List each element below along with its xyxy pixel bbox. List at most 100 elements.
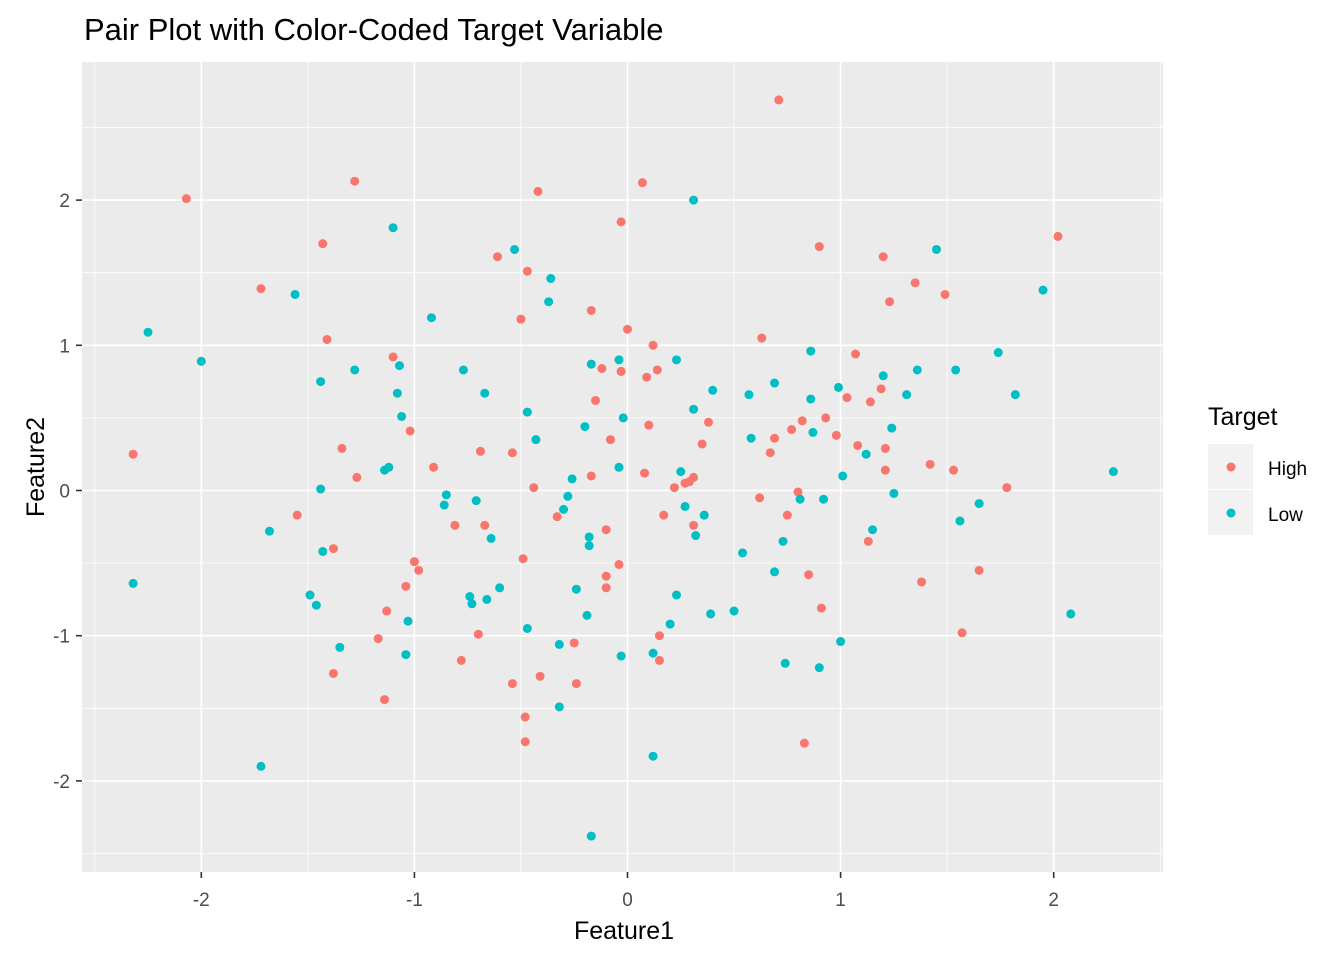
point-low: [868, 525, 878, 535]
point-high: [533, 186, 543, 196]
point-high: [350, 176, 360, 186]
point-high: [571, 679, 581, 689]
point-low: [256, 761, 266, 771]
point-low: [814, 663, 824, 673]
point-high: [601, 571, 611, 581]
point-low: [691, 531, 701, 541]
point-low: [128, 578, 138, 588]
point-low: [316, 484, 326, 494]
point-high: [493, 252, 503, 262]
point-low: [951, 365, 961, 375]
point-high: [605, 435, 615, 445]
point-low: [931, 244, 941, 254]
point-low: [648, 751, 658, 761]
y-axis-title: Feature2: [22, 417, 50, 517]
point-low: [394, 361, 404, 371]
point-high: [597, 364, 607, 374]
legend: Target High Low: [1208, 403, 1307, 535]
point-low: [403, 616, 413, 626]
point-low: [482, 594, 492, 604]
point-high: [429, 462, 439, 472]
point-low: [471, 496, 481, 506]
point-high: [535, 671, 545, 681]
point-high: [518, 554, 528, 564]
point-low: [1038, 285, 1048, 295]
point-high: [853, 440, 863, 450]
point-low: [554, 702, 564, 712]
point-high: [623, 324, 632, 334]
point-low: [706, 609, 716, 619]
point-high: [328, 668, 338, 678]
point-high: [586, 305, 596, 315]
point-high: [797, 416, 807, 426]
point-low: [672, 590, 682, 600]
legend-marker-low: [1226, 508, 1236, 518]
point-high: [648, 340, 658, 350]
point-high: [456, 655, 466, 665]
point-low: [744, 390, 754, 400]
point-high: [755, 493, 765, 503]
y-tick-label: -2: [53, 772, 70, 793]
point-low: [780, 658, 790, 668]
point-low: [571, 584, 581, 594]
point-low: [1108, 467, 1118, 477]
point-low: [974, 499, 984, 509]
y-tick-label: 1: [59, 336, 70, 357]
point-low: [586, 359, 596, 369]
point-low: [770, 378, 780, 388]
point-high: [876, 384, 886, 394]
point-high: [616, 366, 626, 376]
point-high: [974, 565, 984, 575]
point-low: [819, 494, 829, 504]
point-high: [793, 487, 803, 497]
point-low: [441, 490, 451, 500]
point-low: [878, 371, 888, 381]
point-low: [316, 377, 326, 387]
point-low: [795, 494, 805, 504]
point-high: [516, 314, 526, 324]
point-low: [554, 639, 564, 649]
data-points: [128, 95, 1118, 841]
point-high: [770, 433, 780, 443]
point-low: [350, 365, 360, 375]
point-low: [699, 510, 709, 520]
point-high: [925, 459, 935, 469]
point-low: [388, 223, 398, 233]
point-low: [544, 297, 554, 307]
point-low: [311, 600, 321, 610]
point-low: [467, 599, 477, 609]
point-low: [458, 365, 468, 375]
y-tick-label: -1: [53, 627, 70, 648]
point-low: [384, 462, 394, 472]
point-high: [957, 628, 967, 638]
point-high: [642, 372, 652, 382]
y-tick-label: 0: [59, 482, 70, 503]
axes: -2 -1 0 1 2 -2 -1 0 1 2: [53, 191, 1059, 911]
point-low: [522, 623, 532, 633]
point-high: [380, 695, 390, 705]
point-high: [388, 352, 398, 362]
point-low: [531, 435, 541, 445]
point-low: [955, 516, 965, 526]
point-high: [601, 525, 611, 535]
point-high: [382, 606, 392, 616]
point-high: [601, 583, 611, 593]
point-high: [507, 679, 517, 689]
point-high: [910, 278, 920, 288]
point-high: [181, 194, 191, 204]
point-high: [940, 289, 950, 299]
point-high: [689, 520, 699, 530]
point-high: [787, 425, 797, 435]
point-high: [473, 629, 483, 639]
point-low: [836, 637, 846, 647]
point-low: [586, 831, 596, 841]
point-high: [640, 468, 650, 478]
point-low: [689, 195, 699, 205]
x-tick-label: 2: [1048, 890, 1059, 911]
point-low: [616, 651, 626, 661]
point-high: [480, 520, 490, 530]
point-low: [808, 427, 818, 437]
point-high: [697, 439, 707, 449]
point-high: [337, 443, 347, 453]
point-low: [902, 390, 912, 400]
